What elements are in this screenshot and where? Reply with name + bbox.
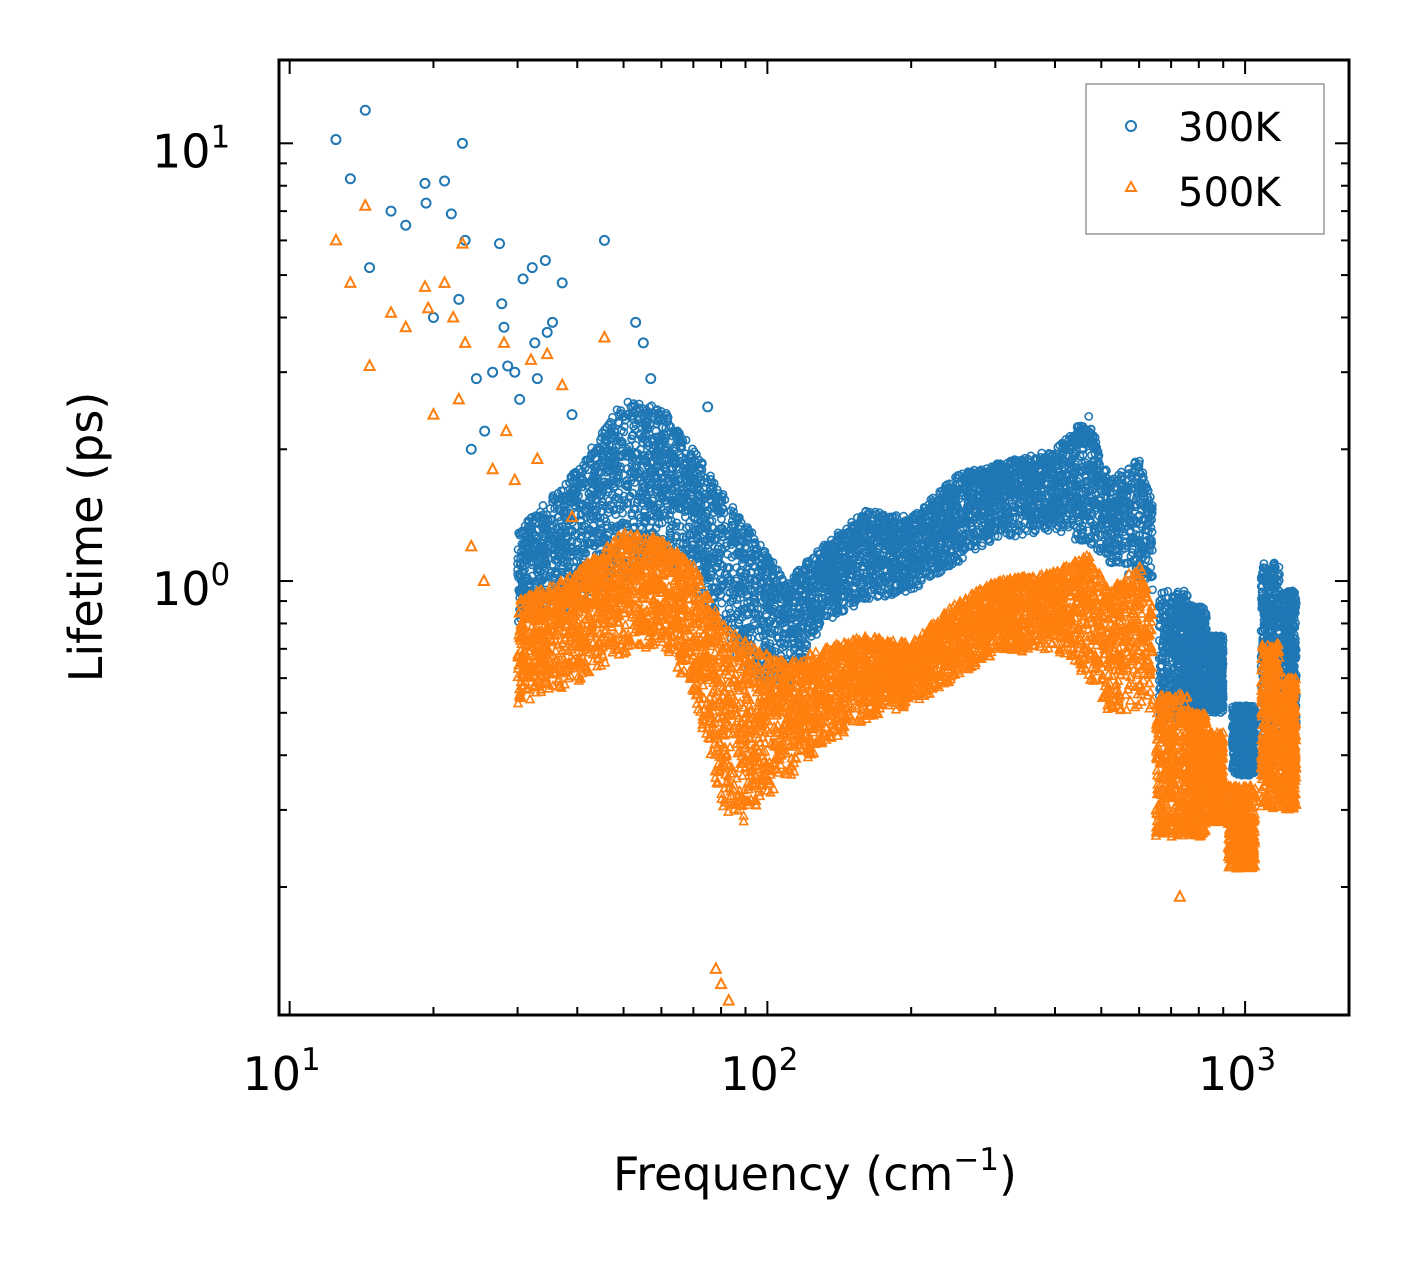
dense-scatter-clouds: [512, 397, 1302, 873]
